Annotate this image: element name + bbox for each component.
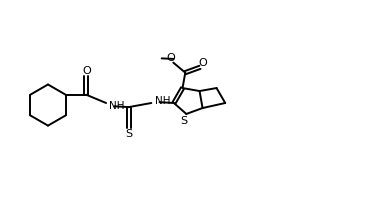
Text: S: S — [181, 116, 188, 125]
Text: S: S — [125, 129, 132, 139]
Text: O: O — [167, 53, 176, 63]
Text: O: O — [198, 58, 207, 68]
Text: NH: NH — [154, 96, 170, 106]
Text: O: O — [82, 66, 91, 76]
Text: NH: NH — [109, 101, 125, 111]
